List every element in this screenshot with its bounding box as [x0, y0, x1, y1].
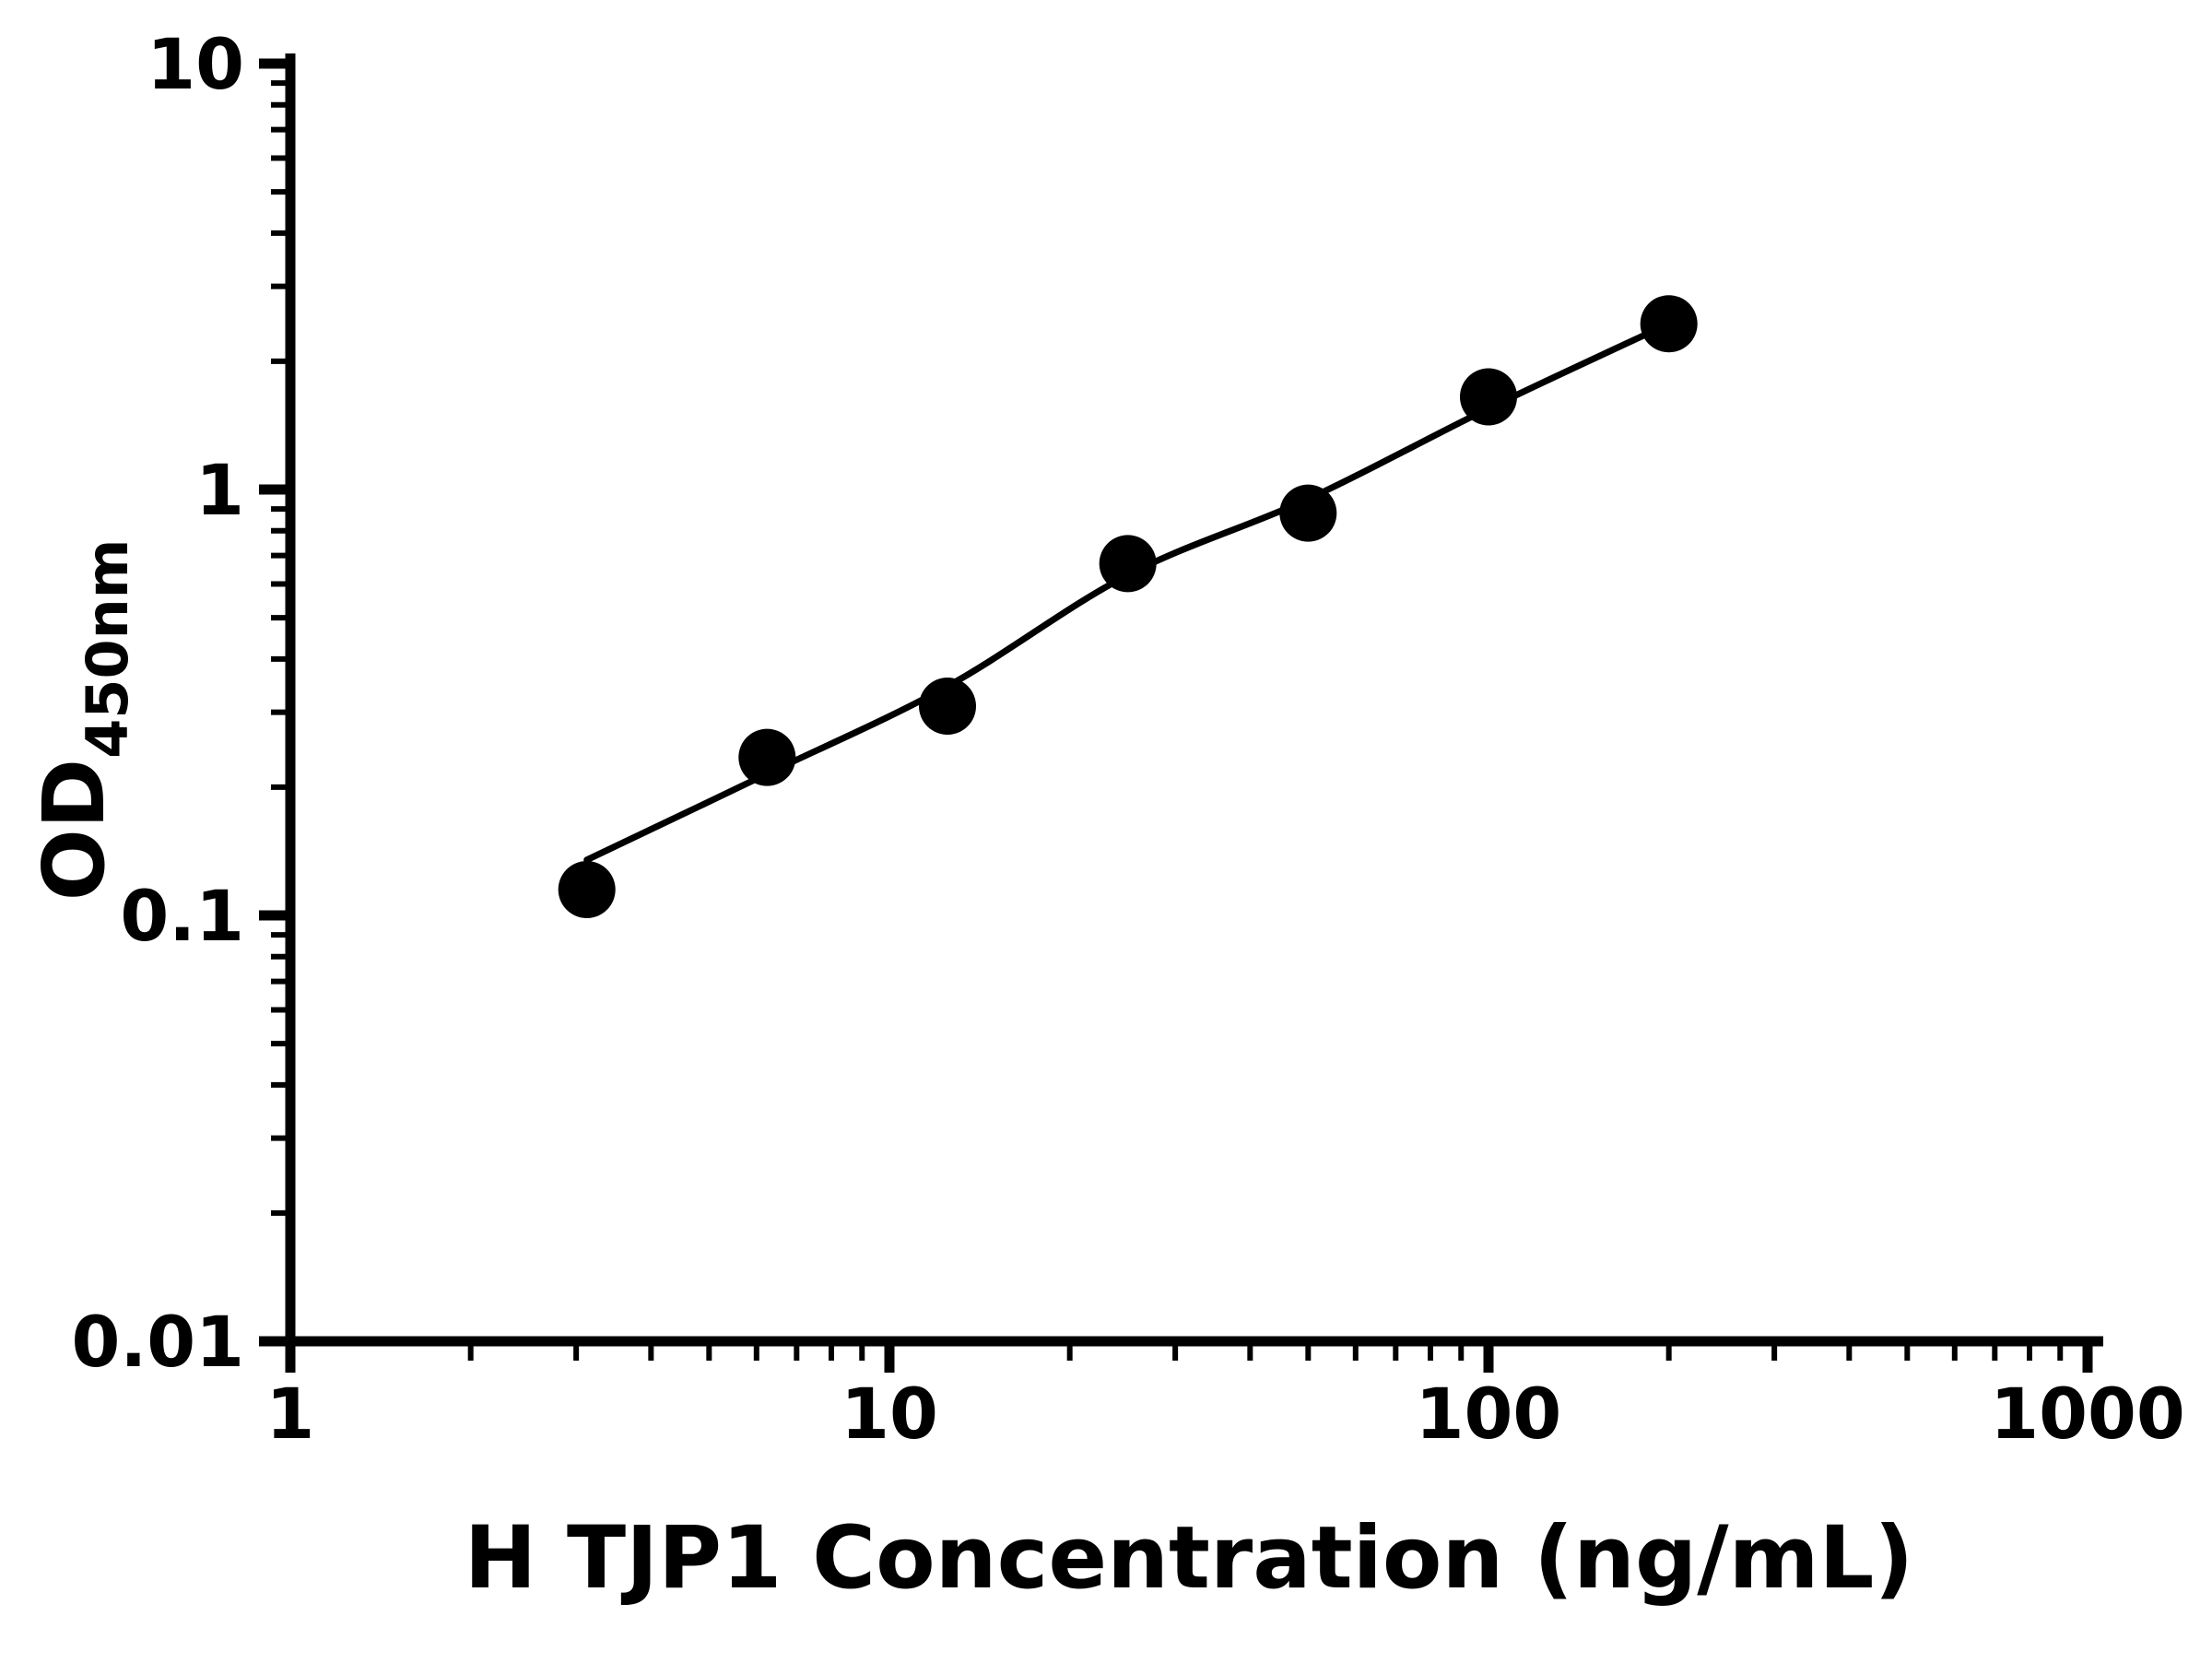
x-axis-title: H TJP1 Concentration (ng/mL) — [465, 1508, 1914, 1609]
x-tick-label: 1 — [266, 1373, 315, 1455]
axis-ticks — [259, 58, 2093, 1373]
y-tick-label: 0.01 — [71, 1301, 244, 1383]
axis-spines — [285, 53, 2103, 1347]
y-tick-label: 10 — [147, 23, 244, 105]
x-tick-label: 100 — [1416, 1373, 1562, 1455]
data-point — [1099, 535, 1157, 593]
tick-labels: 1 10 100 1000 0.01 0.1 1 10 — [71, 23, 2184, 1455]
data-series — [558, 295, 1698, 918]
data-point — [919, 678, 976, 735]
data-point — [1460, 368, 1517, 426]
y-axis-title-main: OD — [25, 759, 124, 902]
y-tick-label: 1 — [195, 449, 244, 531]
y-axis-title: OD450nm — [25, 539, 141, 902]
data-point — [1279, 484, 1337, 542]
y-tick-label: 0.1 — [120, 875, 244, 957]
data-point — [738, 728, 796, 786]
y-axis-title-sub: 450nm — [74, 539, 141, 759]
x-tick-label: 1000 — [1990, 1373, 2185, 1455]
x-tick-label: 10 — [841, 1373, 938, 1455]
data-point — [1640, 295, 1698, 353]
data-point — [558, 861, 616, 918]
